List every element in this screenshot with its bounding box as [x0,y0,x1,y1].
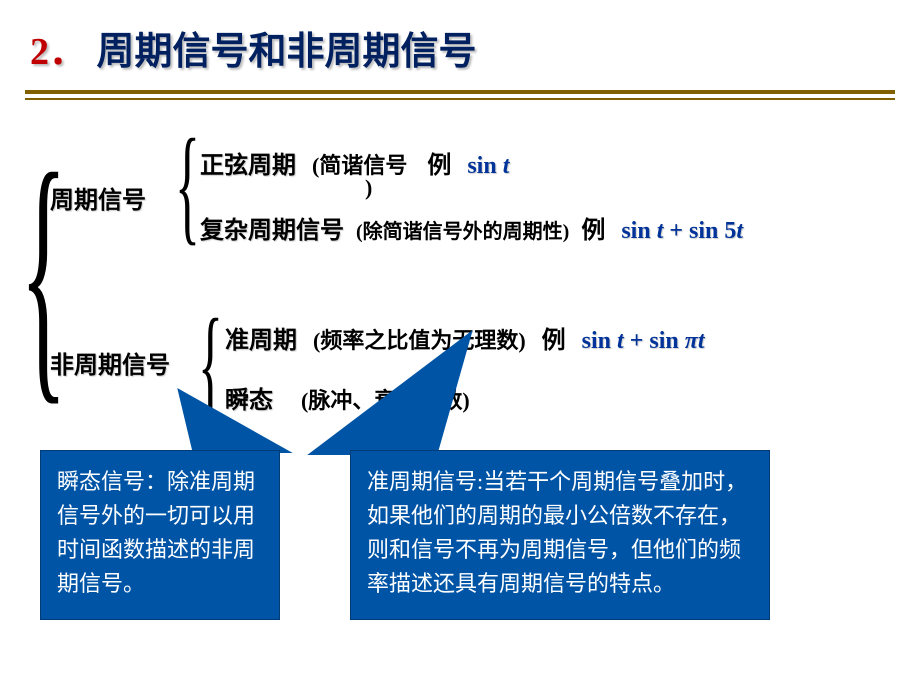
nonperiodic-label-text: 非周期信号 [50,353,170,379]
callout-transient-text: 瞬态信号：除准周期信号外的一切可以用时间函数描述的非周期信号。 [57,469,255,596]
callout-quasi: 准周期信号:当若干个周期信号叠加时，如果他们的周期的最小公倍数不存在，则和信号不… [350,450,770,620]
sine-label: 正弦周期 [200,153,296,179]
complex-note: (除简谐信号外的周期性) [356,221,569,243]
title-number: 2． [30,31,87,73]
brace-periodic: { [175,110,200,260]
divider-thin [25,98,895,100]
brace-outer: { [20,110,67,433]
periodic-label: 周期信号 [50,180,146,215]
complex-label: 复杂周期信号 [200,218,344,244]
callout-transient: 瞬态信号：除准周期信号外的一切可以用时间函数描述的非周期信号。 [40,450,280,620]
quasi-label: 准周期 [225,328,297,354]
sine-note-close: ) [365,175,372,201]
complex-row: 复杂周期信号 (除简谐信号外的周期性) 例 sin t + sin 5t [200,210,743,245]
sine-row: 正弦周期 (简谐信号 例 sin t [200,145,509,180]
sine-note: (简谐信号 [312,153,407,178]
quasi-example-label: 例 [542,328,566,354]
nonperiodic-label: 非周期信号 [50,345,170,380]
divider [25,90,895,100]
quasi-formula: sin t + sin πt [582,328,705,354]
slide-title: 2． 周期信号和非周期信号 [30,20,477,75]
periodic-label-text: 周期信号 [50,188,146,214]
sine-formula: sin t [467,153,509,179]
callout-quasi-text: 准周期信号:当若干个周期信号叠加时，如果他们的周期的最小公倍数不存在，则和信号不… [367,469,747,596]
complex-formula: sin t + sin 5t [621,218,743,244]
divider-thick [25,90,895,94]
title-text: 周期信号和非周期信号 [97,31,477,73]
complex-example-label: 例 [581,218,605,244]
sine-example-label: 例 [427,153,451,179]
